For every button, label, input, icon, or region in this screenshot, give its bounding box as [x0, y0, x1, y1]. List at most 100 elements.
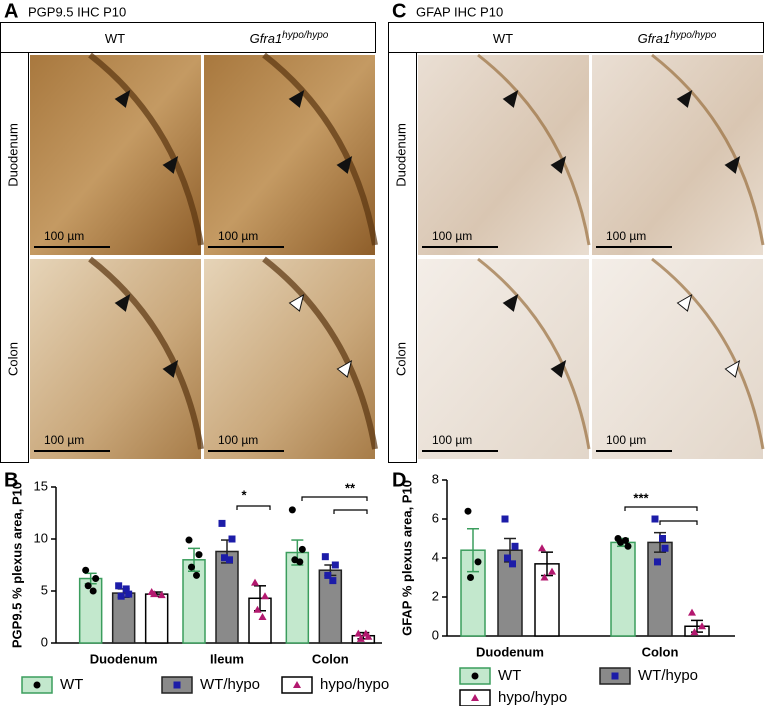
scale-bar-label: 100 µm	[606, 433, 646, 447]
row-label: Colon	[5, 342, 20, 376]
y-tick-label: 6	[432, 510, 439, 525]
bar	[610, 541, 636, 637]
bar	[285, 551, 310, 644]
arrowhead	[724, 359, 741, 378]
arrowhead	[676, 293, 693, 312]
column-superscript: hypo/hypo	[670, 30, 717, 41]
bar	[111, 592, 136, 644]
scale-bar-label: 100 µm	[606, 229, 646, 243]
data-point	[296, 558, 304, 566]
data-point	[624, 542, 632, 550]
micrograph	[592, 55, 763, 255]
data-point	[464, 507, 472, 515]
data-point	[331, 561, 339, 569]
header-box	[388, 22, 764, 53]
data-point	[538, 544, 546, 552]
significance-bracket	[333, 509, 368, 514]
data-point	[298, 545, 306, 553]
tissue-edge	[477, 257, 591, 450]
y-tick-label: 8	[432, 471, 439, 486]
bar	[647, 541, 673, 637]
x-tick-label: Duodenum	[476, 644, 544, 659]
y-tick-label: 0	[41, 634, 48, 649]
data-point	[622, 536, 629, 544]
legend-marker	[611, 672, 619, 680]
arrowhead	[502, 293, 519, 312]
significance-bracket	[301, 496, 368, 501]
panel-label: B	[4, 469, 18, 491]
legend-label: hypo/hypo	[498, 689, 567, 706]
data-point	[82, 566, 90, 574]
data-point	[354, 629, 363, 637]
significance-label: *	[241, 487, 247, 502]
data-point	[504, 554, 511, 562]
arrowhead	[288, 89, 305, 108]
panel-label: A	[4, 0, 18, 22]
significance-bracket	[236, 505, 271, 510]
panel-title: PGP9.5 IHC P10	[28, 4, 126, 19]
data-point	[122, 585, 130, 593]
data-point	[193, 571, 200, 579]
y-axis-title: PGP9.5 % plexus area, P10	[9, 482, 24, 648]
legend-marker	[293, 681, 301, 688]
data-point	[117, 592, 125, 600]
legend-label: WT	[498, 667, 521, 684]
y-tick-label: 4	[432, 549, 439, 564]
data-point	[150, 590, 159, 598]
significance-bracket	[624, 506, 698, 511]
data-point	[654, 558, 661, 566]
micrograph	[418, 55, 589, 255]
row-label: Colon	[393, 342, 408, 376]
data-point	[228, 535, 236, 543]
arrowhead	[550, 359, 567, 378]
arrowhead	[676, 89, 693, 108]
y-tick-label: 10	[34, 530, 48, 545]
y-tick-label: 0	[432, 627, 439, 642]
data-point	[185, 536, 193, 544]
row-label: Duodenum	[5, 123, 20, 187]
column-label: WT	[105, 31, 125, 46]
data-point	[356, 634, 365, 642]
data-point	[221, 554, 228, 562]
arrowhead	[336, 155, 353, 174]
data-point	[688, 608, 696, 616]
legend-marker	[471, 672, 479, 680]
y-tick-label: 2	[432, 588, 439, 603]
data-point	[253, 605, 262, 613]
bar	[215, 550, 239, 644]
data-point	[698, 622, 706, 630]
header-box	[0, 22, 376, 53]
data-point	[218, 519, 226, 527]
bar	[182, 559, 206, 644]
data-point	[501, 515, 509, 523]
scale-bar-label: 100 µm	[432, 229, 472, 243]
data-point	[188, 563, 195, 571]
panel-label: C	[392, 0, 406, 22]
x-tick-label: Duodenum	[90, 651, 158, 666]
significance-label: **	[345, 480, 356, 495]
arrowhead	[724, 155, 741, 174]
data-point	[651, 515, 659, 523]
arrowhead	[162, 359, 179, 378]
arrowhead	[114, 293, 131, 312]
tissue-edge	[88, 256, 204, 450]
micrograph	[418, 259, 589, 459]
data-point	[509, 560, 516, 568]
x-tick-label: Ileum	[210, 651, 244, 666]
significance-label: ***	[633, 490, 649, 505]
arrowhead	[502, 89, 519, 108]
data-point	[540, 573, 549, 581]
side-box	[0, 52, 29, 463]
column-text: WT	[493, 31, 513, 46]
scale-bar-label: 100 µm	[218, 229, 258, 243]
arrowhead	[162, 155, 179, 174]
scale-bar-label: 100 µm	[432, 433, 472, 447]
data-point	[226, 556, 233, 564]
legend-marker	[471, 694, 479, 701]
data-point	[261, 592, 269, 600]
data-point	[659, 535, 666, 542]
x-tick-label: Colon	[312, 651, 349, 666]
panel-title: GFAP IHC P10	[416, 4, 503, 19]
